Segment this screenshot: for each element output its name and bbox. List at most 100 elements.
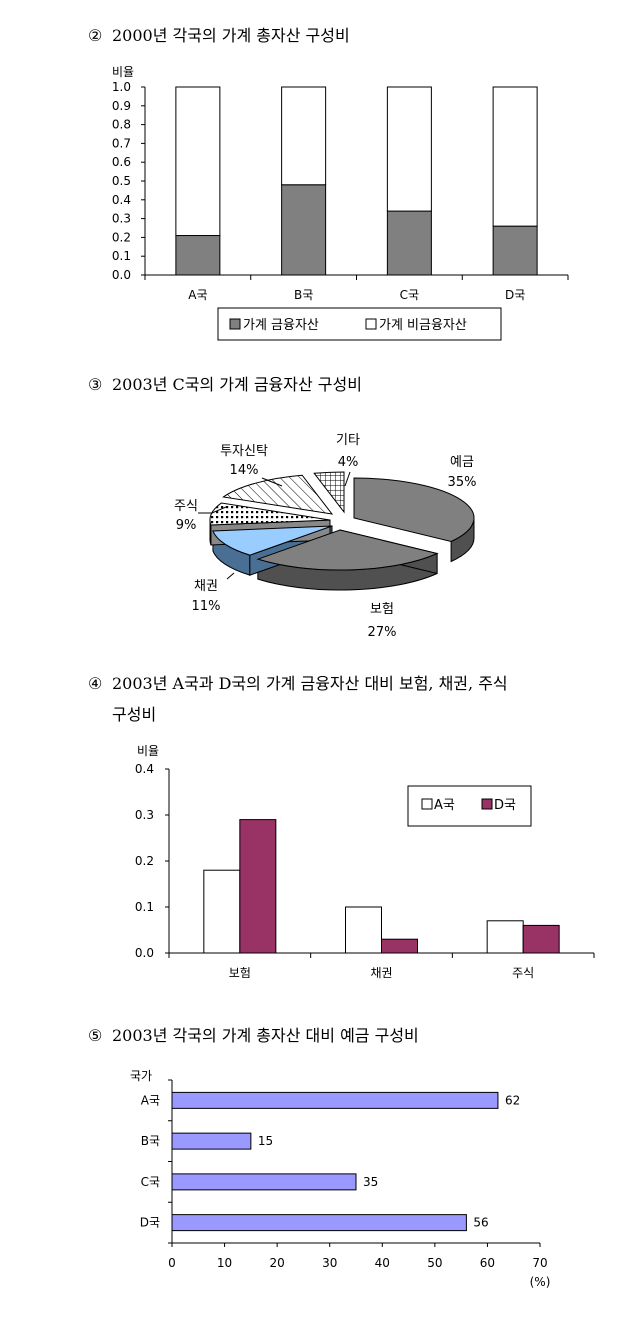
y-tick-label: D국 — [140, 1216, 160, 1230]
x-tick-label: 20 — [270, 1256, 285, 1270]
y-tick-label: B국 — [141, 1134, 160, 1148]
x-tick-label: 60 — [480, 1256, 495, 1270]
y-tick-label: 0.2 — [112, 230, 131, 244]
legend-swatch — [481, 798, 493, 810]
y-axis-label: 비율 — [112, 65, 134, 79]
pie-chart: 예금 35% 보험 27% 채권 11% 주식 9% 투자신탁 14% 기타 4% — [174, 433, 477, 640]
bar — [522, 924, 560, 954]
section-title: 2003년 A국과 D국의 가계 금융자산 대비 보험, 채권, 주식 — [112, 674, 508, 693]
bar-segment — [175, 235, 221, 276]
x-tick-label: 10 — [217, 1256, 232, 1270]
x-tick-label: 50 — [427, 1256, 442, 1270]
x-tick-label: B국 — [294, 288, 313, 302]
section-number: ④ — [88, 674, 103, 693]
y-tick-label: 0.6 — [112, 155, 131, 169]
x-tick-label: 보험 — [229, 966, 251, 980]
pie-label: 주식 — [174, 499, 198, 514]
bar — [345, 906, 382, 954]
x-tick-label: 40 — [375, 1256, 390, 1270]
y-tick-label: 0.4 — [135, 762, 154, 776]
x-axis-label: (%) — [530, 1275, 551, 1289]
section-number: ② — [88, 26, 103, 45]
legend-label: A국 — [434, 798, 455, 813]
legend-swatch — [229, 318, 241, 330]
leader-line — [344, 471, 351, 487]
bar-segment — [492, 225, 538, 276]
y-tick-label: 0.0 — [135, 946, 154, 960]
section-number: ③ — [88, 375, 103, 394]
leader-line — [261, 477, 283, 487]
y-tick-label: 0.0 — [112, 268, 131, 282]
y-tick-label: 0.3 — [135, 808, 154, 822]
bar-segment — [281, 86, 327, 186]
legend-swatch — [365, 318, 377, 330]
bar — [171, 1132, 252, 1150]
pie-slice — [209, 502, 331, 526]
section-title: 2003년 C국의 가계 금융자산 구성비 — [112, 375, 362, 394]
y-tick-label: 0.4 — [112, 193, 131, 207]
chart1-title: ② 2000년 각국의 가계 총자산 구성비 — [88, 22, 350, 46]
data-label: 56 — [473, 1216, 488, 1230]
bar-segment — [492, 86, 538, 227]
y-tick-label: 0.1 — [135, 900, 154, 914]
pie-label: 채권 — [194, 579, 218, 594]
section-title: 2003년 각국의 가계 총자산 대비 예금 구성비 — [112, 1026, 419, 1045]
y-tick-label: 0.7 — [112, 136, 131, 150]
pie-value: 9% — [176, 518, 197, 533]
leader-line — [226, 572, 235, 580]
pie-slice — [222, 474, 334, 515]
pie-slice — [256, 529, 439, 571]
bar — [171, 1091, 499, 1109]
y-tick-label: 0.5 — [112, 174, 131, 188]
chart3-title-cont: 구성비 — [112, 705, 157, 724]
data-label: 15 — [258, 1134, 273, 1148]
legend-label: 가계 금융자산 — [243, 318, 319, 333]
y-tick-label: 0.9 — [112, 99, 131, 113]
data-label: 35 — [363, 1175, 378, 1189]
bar — [171, 1214, 467, 1232]
pie-value: 35% — [448, 475, 477, 490]
x-tick-label: 채권 — [370, 966, 392, 980]
x-tick-label: 30 — [322, 1256, 337, 1270]
bar — [171, 1173, 357, 1191]
bar — [381, 938, 418, 954]
x-tick-label: 0 — [168, 1256, 176, 1270]
legend-label: D국 — [494, 798, 516, 813]
chart3-title: ④ 2003년 A국과 D국의 가계 금융자산 대비 보험, 채권, 주식 — [88, 670, 508, 694]
pie-value: 14% — [230, 463, 259, 478]
x-tick-label: D국 — [505, 288, 525, 302]
x-tick-label: A국 — [188, 288, 207, 302]
grouped-bar-chart: 비율 0.0 0.1 0.2 0.3 0.4 보험 채권 주식 A국 D국 — [135, 744, 595, 980]
bar-segment — [386, 86, 432, 212]
pie-label: 예금 — [450, 455, 474, 470]
y-tick-label: 0.8 — [112, 118, 131, 132]
section-title: 2000년 각국의 가계 총자산 구성비 — [112, 26, 350, 45]
bar-segment — [386, 210, 432, 276]
pie-label: 기타 — [336, 433, 360, 448]
bar — [239, 819, 277, 954]
legend-box — [217, 307, 502, 341]
section-number: ⑤ — [88, 1026, 103, 1045]
y-tick-label: 0.2 — [135, 854, 154, 868]
pie-slice — [313, 471, 345, 514]
pie-slice — [353, 477, 475, 543]
chart2-title: ③ 2003년 C국의 가계 금융자산 구성비 — [88, 371, 362, 395]
legend-label: 가계 비금융자산 — [379, 318, 467, 333]
stacked-bar-chart: 비율 0.0 0.1 0.2 0.3 0.4 0.5 0.6 0.7 0.8 0.9 1.0 A국 B국 C… — [112, 65, 569, 341]
y-axis-label: 비율 — [137, 744, 159, 758]
bar-segment — [281, 184, 327, 276]
pie-value: 4% — [338, 455, 359, 470]
y-axis-label: 국가 — [130, 1069, 152, 1083]
y-tick-label: A국 — [141, 1093, 160, 1107]
pie-label: 투자신탁 — [220, 444, 268, 459]
pie-value: 27% — [368, 625, 397, 640]
pie-label: 보험 — [370, 602, 394, 617]
x-tick-label: 70 — [532, 1256, 547, 1270]
data-label: 62 — [505, 1093, 520, 1107]
y-tick-label: 0.3 — [112, 212, 131, 226]
y-tick-label: 0.1 — [112, 249, 131, 263]
leader-line — [198, 506, 227, 514]
y-tick-label: 1.0 — [112, 80, 131, 94]
legend-swatch — [421, 798, 433, 810]
